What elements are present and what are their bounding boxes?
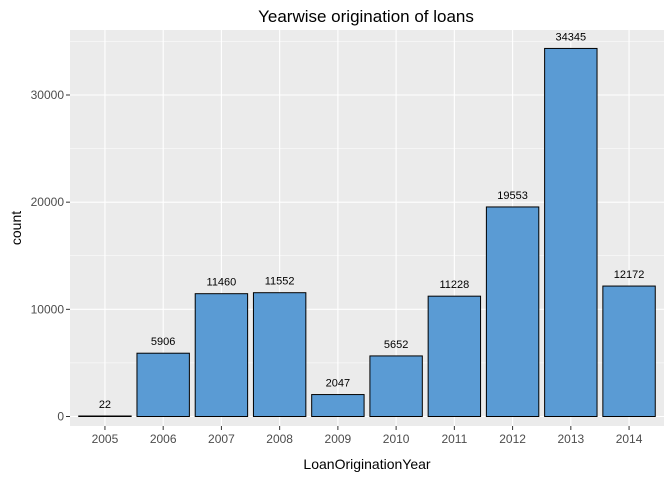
- data-label-2008: 11552: [265, 276, 295, 288]
- y-axis: 0 10000 20000 30000: [31, 88, 70, 424]
- y-tick-label: 30000: [31, 88, 65, 102]
- bar-2011: [427, 295, 482, 418]
- bar-2014: [602, 285, 656, 417]
- x-tick-label-2011: 2011: [441, 432, 467, 446]
- bar-2008: [252, 292, 307, 418]
- bar-2005: [78, 415, 132, 417]
- y-tick-label: 10000: [31, 302, 65, 316]
- data-label-2007: 11460: [207, 277, 237, 289]
- x-tick-label-2013: 2013: [557, 432, 584, 446]
- y-tick-label: 0: [57, 410, 64, 424]
- x-axis: 2005 2006 2007 2008 2009 2010 2011 2012 2013 2014: [92, 426, 643, 446]
- data-label-2011: 11228: [439, 279, 469, 291]
- bar-2007: [194, 293, 249, 418]
- x-tick-label-2006: 2006: [150, 432, 177, 446]
- x-tick-label-2007: 2007: [208, 432, 235, 446]
- data-label-2009: 2047: [326, 378, 350, 390]
- x-tick-label-2005: 2005: [92, 432, 119, 446]
- y-tick-label: 20000: [31, 195, 65, 209]
- x-axis-title: LoanOriginationYear: [303, 456, 430, 472]
- data-label-2014: 12172: [614, 269, 645, 281]
- x-tick-label-2009: 2009: [325, 432, 352, 446]
- y-axis-title: count: [8, 211, 24, 245]
- data-label-2005: 22: [99, 399, 111, 411]
- data-label-2013: 34345: [556, 31, 587, 43]
- data-label-2006: 5906: [151, 336, 175, 348]
- chart-title: Yearwise origination of loans: [258, 7, 474, 26]
- x-tick-label-2014: 2014: [616, 432, 643, 446]
- bar-2012: [485, 206, 540, 417]
- bar-2006: [136, 352, 190, 417]
- data-labels: 22 5906 11460 11552 2047 5652 11228 19553 34345 1…: [99, 31, 645, 411]
- bar-2010: [369, 355, 423, 418]
- data-label-2010: 5652: [384, 339, 408, 351]
- bar-2009: [311, 394, 365, 418]
- x-tick-label-2010: 2010: [383, 432, 410, 446]
- x-tick-label-2008: 2008: [266, 432, 293, 446]
- x-tick-label-2012: 2012: [499, 432, 526, 446]
- bars: [78, 47, 656, 418]
- bar-2013: [544, 47, 598, 417]
- data-label-2012: 19553: [497, 190, 528, 202]
